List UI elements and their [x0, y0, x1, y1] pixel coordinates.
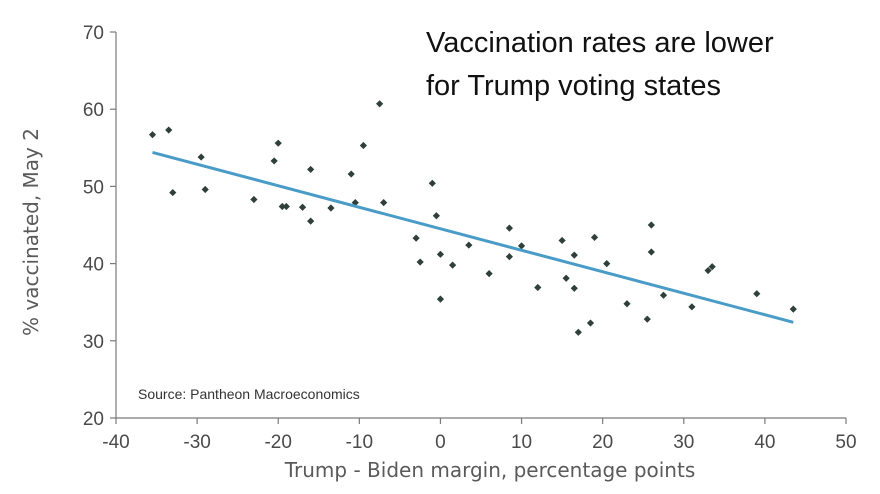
x-tick-label: 10 [511, 432, 532, 453]
data-point [282, 202, 290, 211]
data-point [562, 274, 570, 282]
y-tick-label: 20 [83, 409, 104, 430]
data-point [505, 224, 513, 232]
x-tick-label: 20 [592, 432, 613, 453]
data-point [359, 141, 367, 150]
data-point [416, 258, 424, 266]
data-points [148, 100, 797, 336]
data-point [298, 203, 307, 211]
data-point [603, 260, 611, 268]
axes [115, 32, 846, 419]
data-point [197, 153, 205, 161]
data-point [505, 253, 513, 261]
data-point [789, 305, 797, 313]
data-point [643, 315, 651, 323]
x-tick-label: 30 [673, 432, 694, 453]
data-point [428, 179, 436, 187]
data-point [148, 131, 157, 139]
data-point [307, 217, 315, 225]
source-note: Source: Pantheon Macroeconomics [138, 386, 360, 402]
data-point [558, 236, 566, 245]
data-point [647, 248, 655, 256]
data-point [570, 251, 578, 259]
data-point [165, 126, 173, 134]
y-tick-label: 60 [83, 100, 104, 121]
data-point [647, 221, 655, 229]
data-point [465, 241, 473, 249]
x-tick-label: 40 [754, 432, 775, 453]
x-ticks: -40 -30 -20 -10 0 10 20 30 40 50 [102, 418, 857, 453]
data-point [307, 165, 315, 174]
x-tick-label: -30 [183, 432, 210, 453]
y-tick-label: 70 [83, 23, 104, 44]
x-axis-title: Trump - Biden margin, percentage points [284, 458, 696, 482]
x-tick-label: 50 [835, 432, 856, 453]
x-tick-label: -20 [264, 432, 291, 453]
data-point [201, 185, 209, 194]
data-point [412, 234, 420, 242]
data-point [623, 300, 631, 308]
chart-title-line-2: for Trump voting states [426, 70, 721, 102]
x-tick-label: -10 [346, 432, 373, 453]
data-point [659, 291, 668, 299]
data-point [432, 212, 440, 220]
data-point [270, 157, 278, 165]
x-tick-label: 0 [435, 432, 446, 453]
data-point [449, 261, 457, 269]
y-ticks: 20 30 40 50 60 70 [83, 23, 116, 430]
y-axis-title: % vaccinated, May 2 [19, 128, 43, 336]
data-point [586, 319, 595, 327]
data-point [278, 202, 286, 211]
trend-line [152, 150, 794, 324]
data-point [376, 100, 384, 108]
data-point [517, 242, 526, 250]
data-point [708, 263, 716, 271]
data-point [534, 283, 542, 292]
data-point [250, 195, 258, 204]
x-tick-label: -40 [102, 432, 129, 453]
data-point [274, 139, 282, 147]
data-point [347, 170, 355, 178]
data-point [169, 188, 177, 197]
data-point [753, 290, 761, 298]
y-tick-label: 40 [83, 255, 104, 276]
chart-title-line-1: Vaccination rates are lower [426, 27, 774, 59]
data-point [327, 204, 335, 212]
data-point [436, 295, 445, 303]
data-point [380, 199, 388, 207]
data-point [590, 233, 599, 241]
data-point [574, 328, 582, 336]
data-point [436, 250, 445, 258]
data-point [485, 270, 493, 278]
data-point [688, 303, 696, 311]
data-point [570, 284, 578, 292]
y-tick-label: 30 [83, 332, 104, 353]
y-tick-label: 50 [83, 177, 104, 198]
data-point [704, 266, 712, 275]
